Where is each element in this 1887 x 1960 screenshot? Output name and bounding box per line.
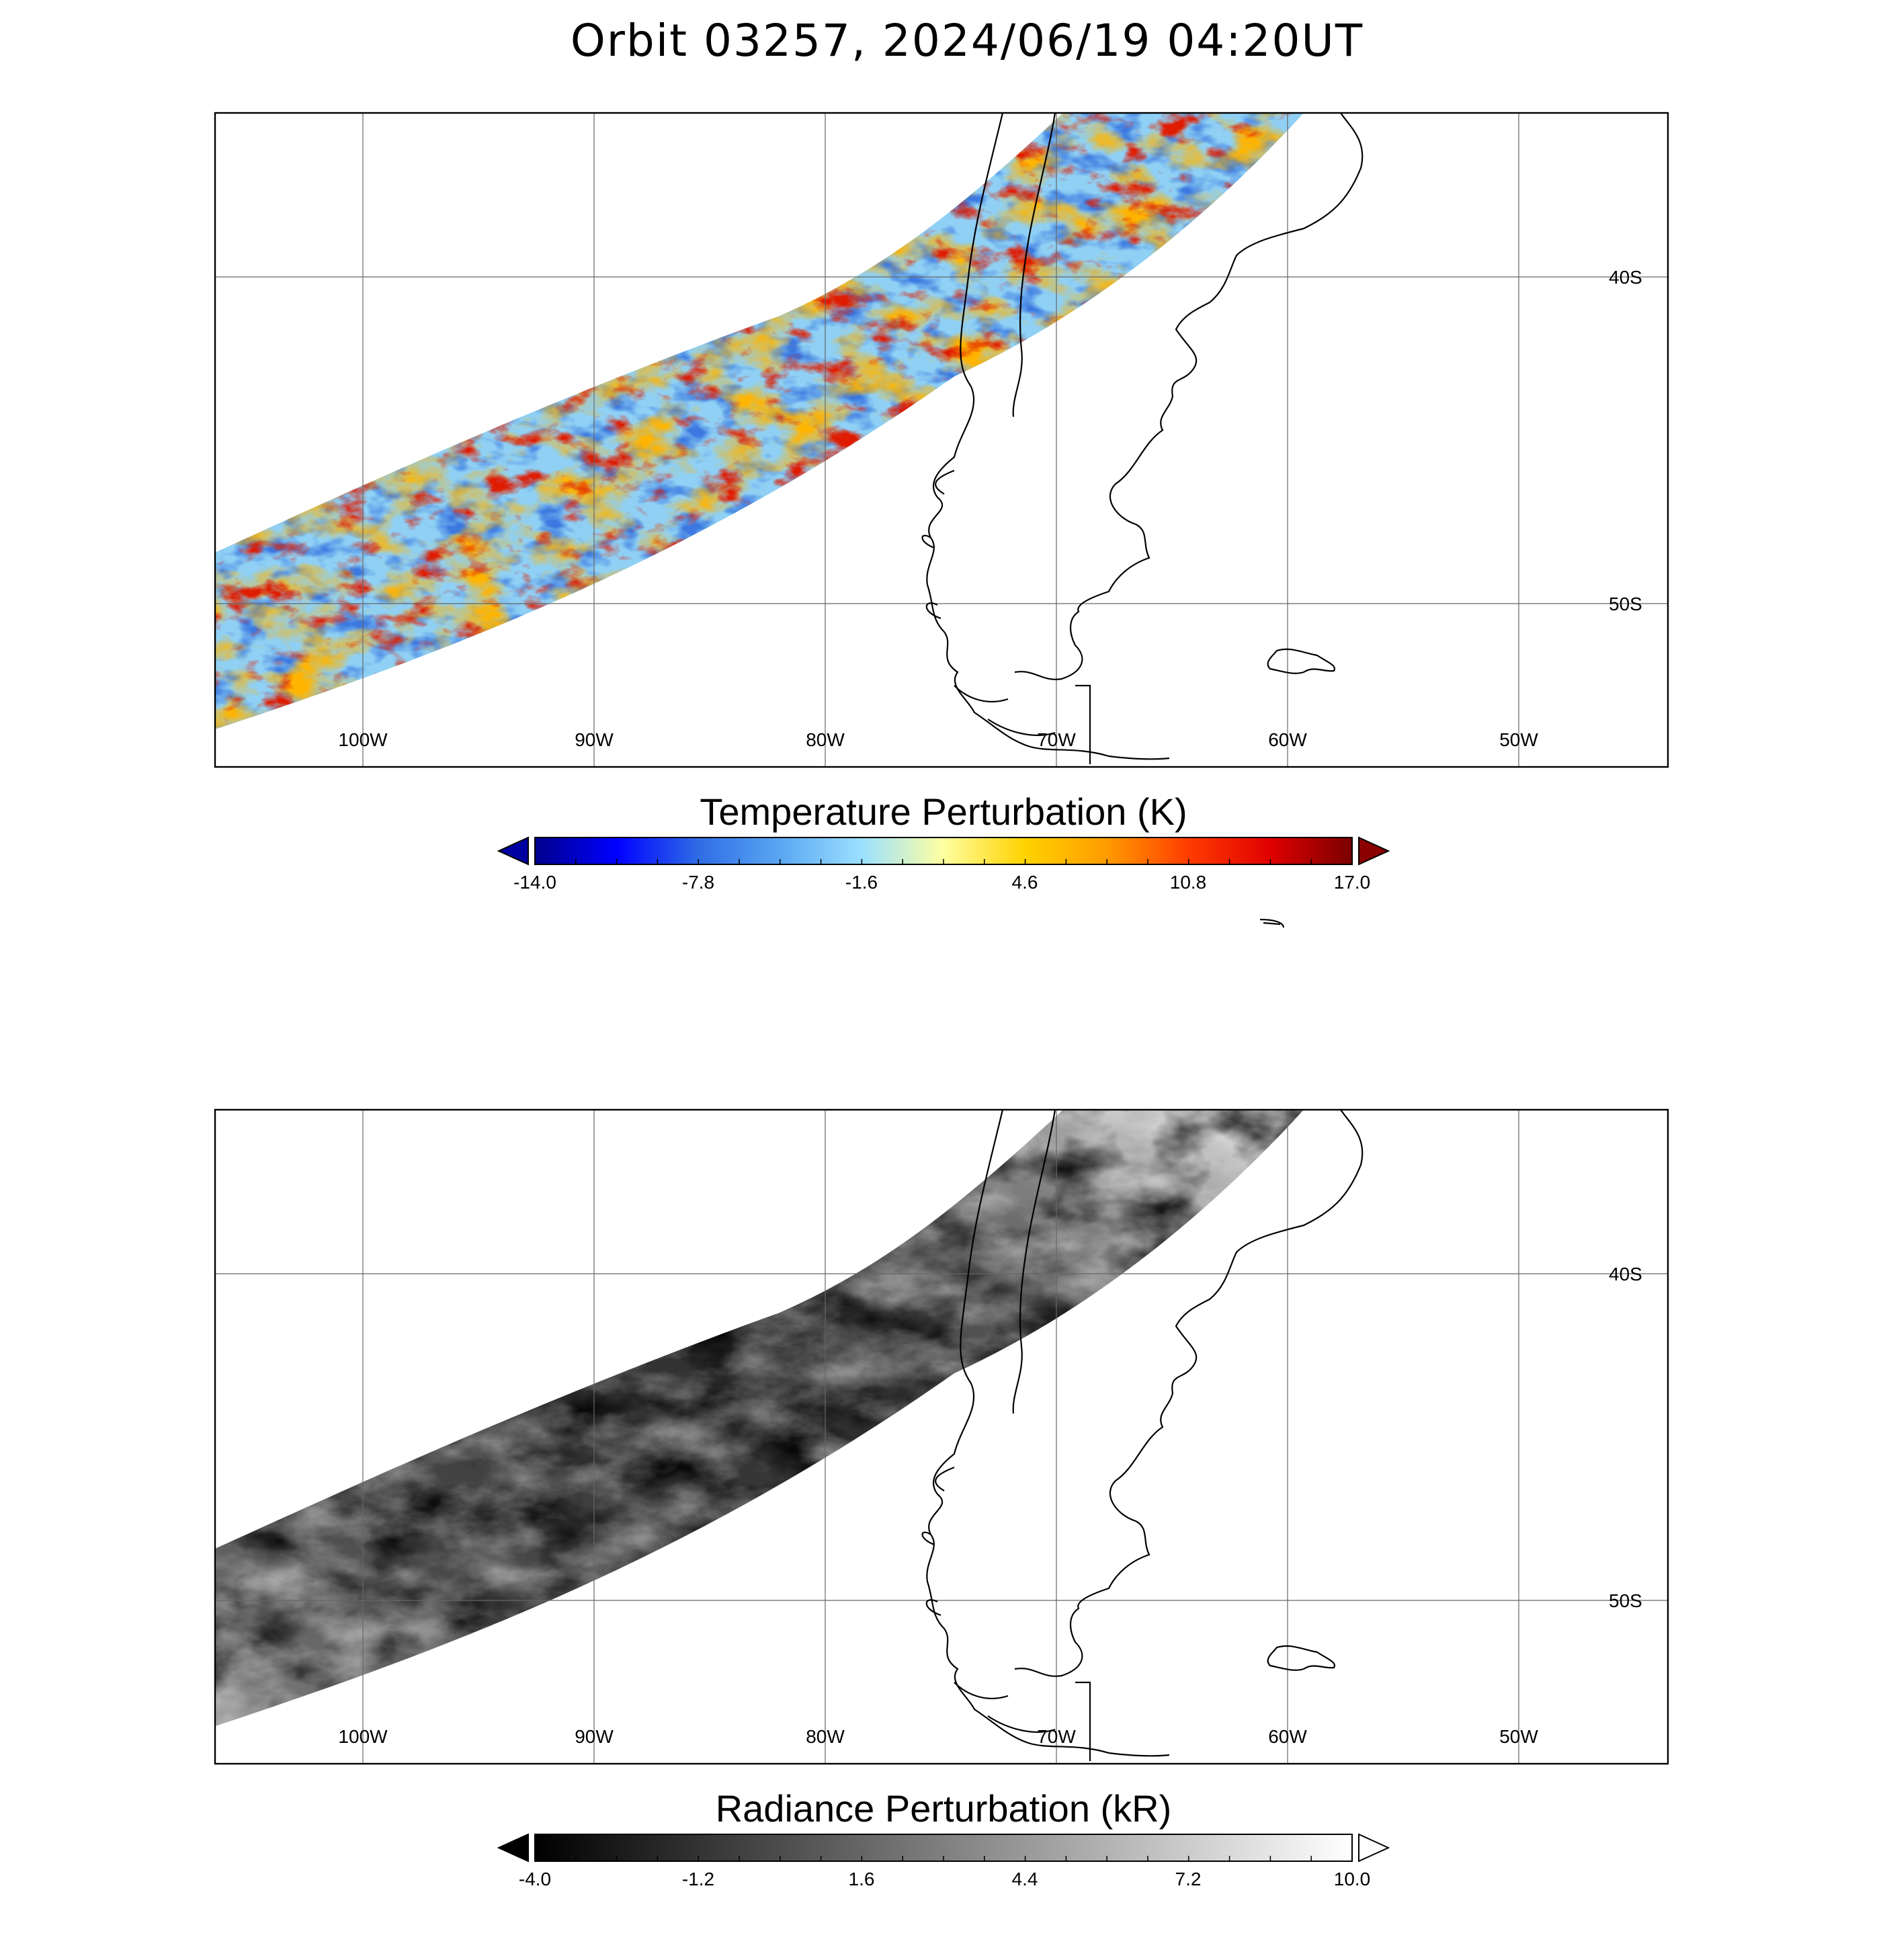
colorbar-ticks (575, 859, 1312, 864)
lat-tick-label: 50S (1609, 1590, 1642, 1611)
colorbar-tick-label: -14.0 (513, 872, 556, 893)
axis-tick-labels: 100W 90W 80W 70W 60W 50W 40S 50S (338, 1264, 1642, 1747)
lat-tick-label: 40S (1609, 267, 1642, 288)
lon-tick-label: 80W (806, 729, 845, 750)
colorbar-extend-low (497, 836, 529, 866)
lon-tick-label: 50W (1499, 1726, 1538, 1747)
map-background (215, 1110, 1668, 1764)
colorbar-extend-low (497, 1833, 529, 1863)
lat-tick-label: 40S (1609, 1264, 1642, 1284)
colorbar-extend-high (1358, 836, 1390, 866)
lon-tick-label: 90W (575, 729, 614, 750)
colorbar-tick-label: 10.8 (1170, 872, 1207, 893)
colorbar-label: Temperature Perturbation (K) (700, 790, 1187, 833)
colorbar-tick-label: 4.6 (1012, 872, 1038, 893)
coastline (921, 1109, 1364, 1761)
colorbar-tick-label: 17.0 (1334, 872, 1371, 893)
lon-tick-label: 80W (806, 1726, 845, 1747)
temperature-colorbar: Temperature Perturbation (K) -14.0 -7.8 … (497, 790, 1390, 893)
colorbar-label: Radiance Perturbation (kR) (716, 1787, 1172, 1830)
colorbar-tick-label: 1.6 (849, 1869, 875, 1889)
radiance-colorbar: Radiance Perturbation (kR) -4.0 -1.2 1.6… (497, 1787, 1390, 1889)
map-background (215, 113, 1668, 767)
lon-tick-label: 100W (338, 729, 388, 750)
map-frame (214, 112, 1669, 768)
colorbar-tick-label: 7.2 (1175, 1869, 1202, 1889)
lon-tick-label: 60W (1268, 1726, 1307, 1747)
colorbar-tick-labels: -4.0 -1.2 1.6 4.4 7.2 10.0 (519, 1869, 1370, 1889)
coastline (921, 112, 1364, 928)
colorbar-ticks (575, 1856, 1312, 1861)
map-gridlines (215, 1110, 1668, 1764)
lon-tick-label: 60W (1268, 729, 1307, 750)
colorbar-tick-label: 4.4 (1012, 1869, 1038, 1889)
lon-tick-label: 90W (575, 1726, 614, 1747)
lon-tick-label: 70W (1037, 1726, 1076, 1747)
lon-tick-label: 100W (338, 1726, 388, 1747)
colorbar-tick-label: 10.0 (1334, 1869, 1371, 1889)
radiance-map: 100W 90W 80W 70W 60W 50W 40S 50S (214, 1108, 1669, 1765)
figure-title: Orbit 03257, 2024/06/19 04:20UT (570, 15, 1364, 67)
axis-tick-labels: 100W 90W 80W 70W 60W 50W 40S 50S (338, 267, 1642, 750)
colorbar-extend-high (1358, 1833, 1390, 1863)
colorbar-tick-label: -4.0 (519, 1869, 551, 1889)
lon-tick-label: 50W (1499, 729, 1538, 750)
lon-tick-label: 70W (1037, 729, 1076, 750)
lat-tick-label: 50S (1609, 594, 1642, 614)
map-gridlines (215, 113, 1668, 767)
colorbar-tick-labels: -14.0 -7.8 -1.6 4.6 10.8 17.0 (513, 872, 1370, 893)
map-frame (214, 1108, 1669, 1765)
temperature-map: 100W 90W 80W 70W 60W 50W 40S 50S (214, 112, 1669, 928)
colorbar-tick-label: -1.6 (845, 872, 878, 893)
colorbar-tick-label: -1.2 (682, 1869, 714, 1889)
colorbar-tick-label: -7.8 (682, 872, 714, 893)
